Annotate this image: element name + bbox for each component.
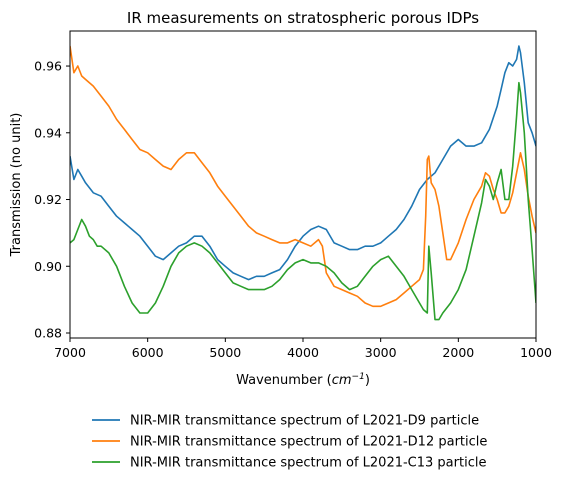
series-line-2 <box>70 45 536 308</box>
y-axis-label: Transmission (no unit) <box>9 113 24 258</box>
x-axis-label: Wavenumber (cm−1) <box>236 372 370 388</box>
x-tick-label: 7000 <box>54 345 86 360</box>
x-axis-label-close: ) <box>365 373 370 388</box>
series-lines <box>70 45 536 321</box>
legend-label-3: NIR-MIR transmittance spectrum of L2021-… <box>130 456 486 471</box>
x-axis-label-unit: cm <box>332 373 352 388</box>
series-line-1 <box>70 45 536 281</box>
x-axis-label-exponent: −1 <box>352 372 365 382</box>
x-axis-label-main: Wavenumber ( <box>236 373 332 388</box>
plot-frame <box>69 30 537 339</box>
x-axis: 7000 6000 5000 4000 3000 2000 1000 <box>54 338 552 360</box>
legend-label-1: NIR-MIR transmittance spectrum of L2021-… <box>130 414 479 429</box>
x-tick-label: 1000 <box>520 345 552 360</box>
y-tick-label: 0.90 <box>34 259 62 274</box>
x-tick-label: 6000 <box>132 345 164 360</box>
x-tick-label: 4000 <box>287 345 319 360</box>
legend-label-2: NIR-MIR transmittance spectrum of L2021-… <box>130 435 487 450</box>
y-tick-label: 0.94 <box>34 125 62 140</box>
y-tick-label: 0.92 <box>34 192 62 207</box>
series-line-3 <box>70 81 536 321</box>
y-axis: 0.88 0.90 0.92 0.94 0.96 <box>34 59 70 340</box>
y-tick-label: 0.96 <box>34 59 62 74</box>
chart-title: IR measurements on stratospheric porous … <box>127 9 479 27</box>
x-tick-label: 2000 <box>442 345 474 360</box>
legend: NIR-MIR transmittance spectrum of L2021-… <box>92 414 487 471</box>
x-tick-label: 3000 <box>365 345 397 360</box>
y-tick-label: 0.88 <box>34 325 62 340</box>
plot-area <box>69 30 537 339</box>
x-tick-label: 5000 <box>209 345 241 360</box>
